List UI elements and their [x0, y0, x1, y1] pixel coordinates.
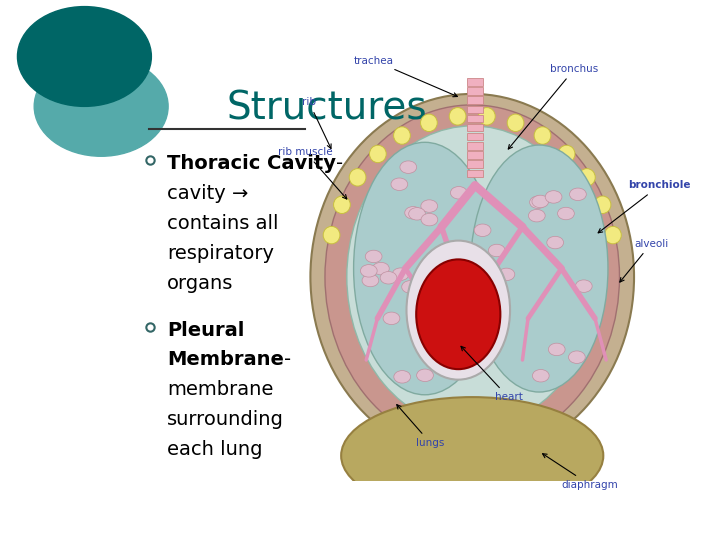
Text: rib: rib [302, 97, 331, 149]
Text: cavity →: cavity → [167, 184, 248, 203]
Ellipse shape [488, 244, 505, 256]
Text: trachea: trachea [354, 56, 457, 97]
Ellipse shape [594, 196, 611, 213]
Text: Thoracic: Thoracic [167, 154, 267, 173]
Bar [467, 114, 483, 122]
Text: -: - [284, 350, 291, 369]
Ellipse shape [421, 213, 438, 226]
Text: surrounding: surrounding [167, 410, 284, 429]
Ellipse shape [394, 370, 410, 383]
Ellipse shape [570, 188, 586, 200]
Ellipse shape [470, 145, 608, 392]
Ellipse shape [451, 186, 467, 199]
Ellipse shape [349, 168, 366, 186]
Text: diaphragm: diaphragm [543, 454, 618, 490]
Ellipse shape [400, 161, 417, 173]
Text: lungs: lungs [397, 404, 445, 448]
Ellipse shape [354, 143, 496, 395]
Ellipse shape [605, 226, 621, 244]
Ellipse shape [479, 107, 495, 125]
Ellipse shape [575, 280, 592, 292]
Ellipse shape [394, 127, 410, 144]
Ellipse shape [392, 268, 409, 280]
Ellipse shape [361, 265, 377, 277]
Ellipse shape [310, 94, 634, 460]
Ellipse shape [546, 237, 564, 249]
Bar [467, 105, 483, 113]
Ellipse shape [449, 107, 466, 125]
Ellipse shape [474, 224, 491, 237]
Ellipse shape [383, 312, 400, 325]
Text: bronchus: bronchus [508, 64, 598, 149]
Ellipse shape [442, 256, 459, 269]
Ellipse shape [446, 295, 463, 307]
Ellipse shape [405, 207, 421, 219]
Text: rib muscle: rib muscle [278, 147, 347, 199]
Ellipse shape [578, 168, 595, 186]
Ellipse shape [507, 114, 524, 132]
Bar [467, 133, 483, 140]
Ellipse shape [325, 105, 619, 449]
Text: Structures: Structures [227, 90, 428, 127]
Text: respiratory: respiratory [167, 244, 274, 263]
Ellipse shape [420, 114, 437, 132]
Text: organs: organs [167, 274, 233, 293]
Ellipse shape [498, 268, 515, 281]
Text: contains all: contains all [167, 214, 279, 233]
Bar [467, 151, 483, 159]
Ellipse shape [434, 328, 451, 341]
Text: Cavity: Cavity [267, 154, 336, 173]
Ellipse shape [534, 127, 551, 144]
Ellipse shape [408, 299, 424, 312]
Ellipse shape [416, 259, 500, 369]
Ellipse shape [557, 207, 575, 220]
Ellipse shape [365, 250, 382, 262]
Ellipse shape [530, 196, 546, 208]
Ellipse shape [467, 309, 484, 321]
Bar [467, 87, 483, 94]
Text: membrane: membrane [167, 380, 274, 400]
Ellipse shape [449, 271, 465, 283]
Bar [467, 78, 483, 85]
Ellipse shape [409, 207, 426, 220]
Ellipse shape [323, 226, 340, 244]
Ellipse shape [528, 210, 545, 222]
Circle shape [35, 57, 168, 156]
Ellipse shape [477, 283, 495, 295]
Text: - chest: - chest [336, 154, 402, 173]
Ellipse shape [391, 178, 408, 191]
Bar [467, 97, 483, 104]
Ellipse shape [402, 281, 418, 293]
Ellipse shape [347, 126, 598, 428]
Ellipse shape [362, 274, 379, 287]
Ellipse shape [369, 145, 386, 163]
Ellipse shape [549, 343, 565, 356]
Ellipse shape [431, 318, 447, 330]
Ellipse shape [545, 191, 562, 203]
Ellipse shape [569, 351, 585, 363]
Bar [467, 170, 483, 177]
Text: heart: heart [461, 346, 523, 402]
Text: bronchiole: bronchiole [598, 180, 691, 233]
Ellipse shape [333, 196, 351, 213]
Ellipse shape [380, 272, 397, 284]
Bar [467, 142, 483, 150]
Ellipse shape [532, 369, 549, 382]
Text: alveoli: alveoli [620, 239, 668, 282]
Text: Membrane: Membrane [167, 350, 284, 369]
Ellipse shape [372, 262, 390, 275]
Text: each lung: each lung [167, 440, 263, 459]
Bar [467, 160, 483, 168]
Ellipse shape [421, 200, 438, 212]
Ellipse shape [417, 369, 433, 382]
Text: Pleural: Pleural [167, 321, 244, 340]
Circle shape [17, 6, 151, 106]
Ellipse shape [558, 145, 575, 163]
Ellipse shape [462, 266, 479, 278]
Ellipse shape [407, 241, 510, 380]
Ellipse shape [341, 397, 603, 514]
Bar [467, 124, 483, 131]
Ellipse shape [532, 195, 549, 208]
